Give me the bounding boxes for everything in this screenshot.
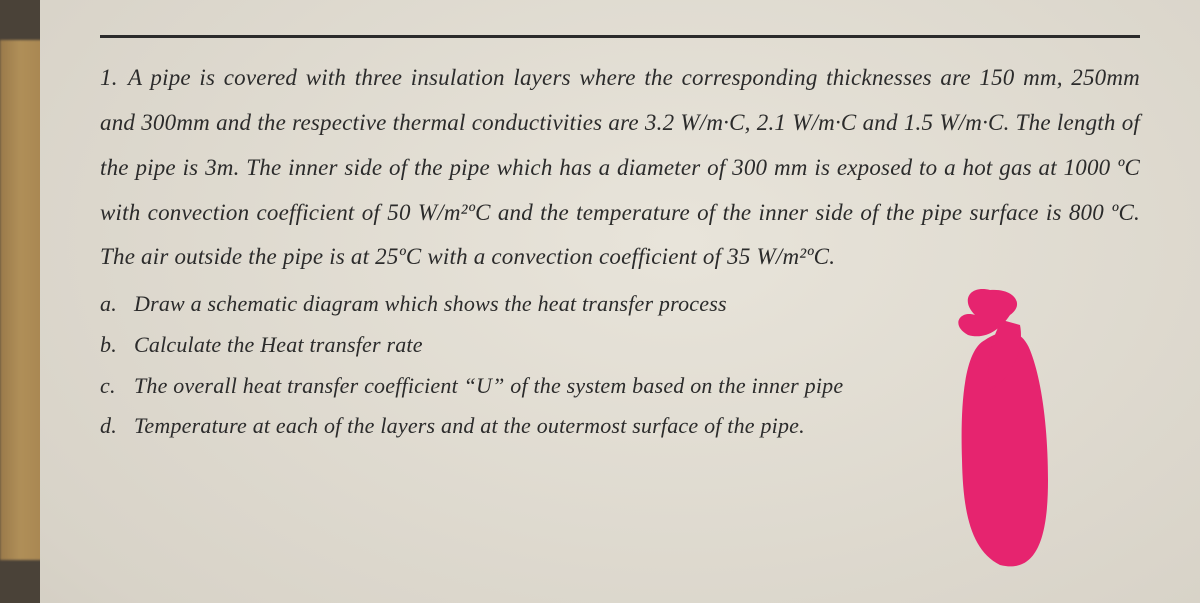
question-number: 1. [100, 56, 128, 101]
sub-text: Calculate the Heat transfer rate [134, 325, 1140, 366]
sub-letter: a. [100, 284, 134, 325]
sub-part-d: d. Temperature at each of the layers and… [100, 406, 1140, 447]
sub-text: Draw a schematic diagram which shows the… [134, 284, 1140, 325]
sub-part-b: b. Calculate the Heat transfer rate [100, 325, 1140, 366]
sub-part-a: a. Draw a schematic diagram which shows … [100, 284, 1140, 325]
sub-part-c: c. The overall heat transfer coefficient… [100, 366, 1140, 407]
textbook-page: 1.A pipe is covered with three insulatio… [40, 0, 1200, 603]
question-text: A pipe is covered with three insulation … [100, 65, 1140, 269]
sub-text: The overall heat transfer coefficient “U… [134, 366, 1140, 407]
sub-letter: d. [100, 406, 134, 447]
horizontal-rule [100, 35, 1140, 38]
sub-parts-list: a. Draw a schematic diagram which shows … [100, 284, 1140, 447]
sub-text: Temperature at each of the layers and at… [134, 406, 1140, 447]
sub-letter: c. [100, 366, 134, 407]
sub-letter: b. [100, 325, 134, 366]
question-1: 1.A pipe is covered with three insulatio… [100, 56, 1140, 447]
